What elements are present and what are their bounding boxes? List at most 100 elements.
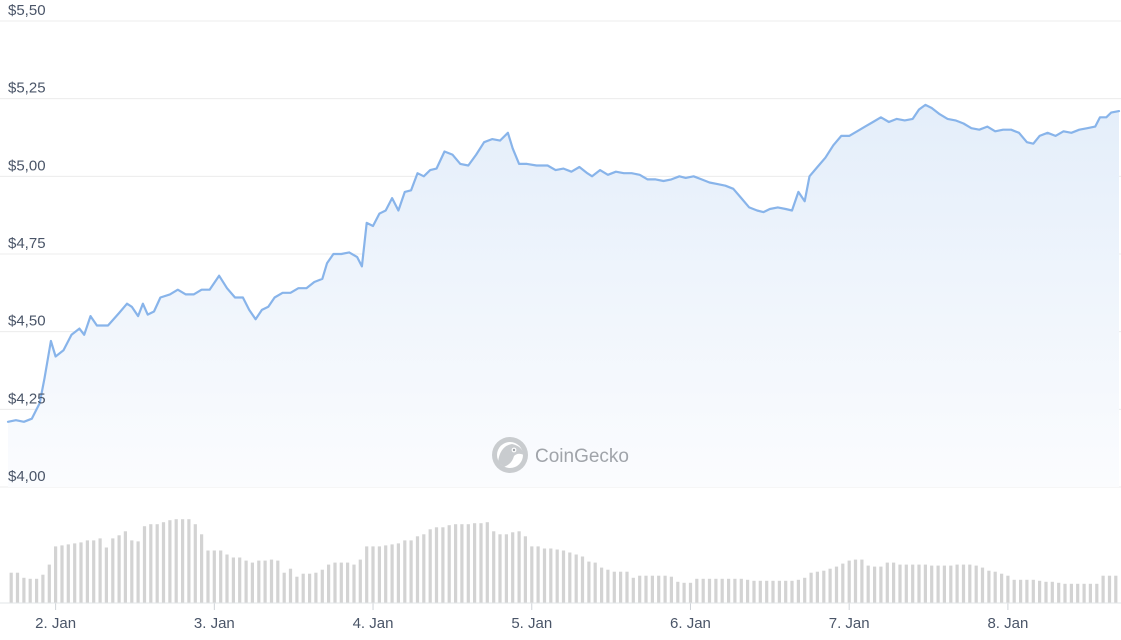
volume-bar <box>530 546 534 603</box>
volume-bar <box>377 546 381 603</box>
volume-bar <box>73 543 77 603</box>
volume-bar <box>187 519 191 603</box>
volume-bar <box>130 540 134 603</box>
volume-bar <box>504 534 508 603</box>
volume-bar <box>561 550 566 603</box>
volume-bar <box>765 580 769 603</box>
y-axis-labels: $4,00 $4,25 $4,50 $4,75 $5,00 $5,25 $5,50 <box>8 2 46 485</box>
volume-bar <box>85 540 89 603</box>
x-axis-labels: 2. Jan 3. Jan 4. Jan 5. Jan 6. Jan 7. Jan 8. J… <box>0 602 1121 632</box>
volume-bar <box>244 560 248 603</box>
volume-bar <box>841 563 845 603</box>
volume-bar <box>631 577 635 604</box>
volume-bar <box>930 565 934 603</box>
price-line <box>6 103 1121 423</box>
price-area-fill <box>8 104 1119 488</box>
volume-bar <box>1082 583 1086 603</box>
volume-bar <box>676 581 680 603</box>
volume-bar <box>454 524 458 603</box>
volume-bar <box>1019 579 1023 603</box>
volume-bar <box>346 562 350 603</box>
volume-bar <box>231 557 235 603</box>
volume-bar <box>460 524 464 603</box>
volume-bar <box>961 564 966 603</box>
volume-bar <box>295 576 299 603</box>
volume-bar <box>574 554 578 603</box>
price-area-layer <box>6 103 1121 488</box>
volume-bar <box>54 546 58 603</box>
volume-bar <box>777 580 781 603</box>
volume-bar <box>644 575 648 603</box>
volume-bar <box>568 552 572 603</box>
volume-bar <box>612 571 616 603</box>
volume-bar <box>511 532 515 603</box>
volume-bar <box>206 550 210 603</box>
volume-bar <box>904 564 908 603</box>
volume-bar <box>333 562 337 603</box>
volume-bar <box>790 580 794 603</box>
volume-bar <box>161 522 166 603</box>
volume-bar <box>155 524 159 603</box>
volume-bar <box>28 578 32 603</box>
volume-bar <box>79 542 83 603</box>
volume-bar <box>796 579 800 603</box>
volume-bar <box>587 561 591 603</box>
volume-bar <box>822 570 826 603</box>
volume-bar <box>288 568 293 603</box>
volume-bar <box>409 540 413 603</box>
volume-bar <box>942 565 946 603</box>
y-tick-label: $4,00 <box>8 468 46 485</box>
volume-bar <box>257 560 261 603</box>
volume-bar <box>47 564 51 603</box>
volume-bar <box>314 572 318 603</box>
volume-bar <box>390 544 394 603</box>
volume-bar <box>238 557 242 603</box>
volume-bar <box>1107 575 1112 603</box>
volume-bar <box>853 559 858 603</box>
volume-bar <box>219 550 223 603</box>
volume-bar <box>955 564 959 603</box>
y-tick-label: $4,25 <box>8 390 46 407</box>
volume-bar <box>580 556 585 603</box>
coingecko-watermark: CoinGecko <box>492 437 629 473</box>
volume-bar <box>669 576 673 603</box>
volume-bar <box>371 546 375 603</box>
volume-bar <box>866 565 870 603</box>
volume-bar <box>1076 583 1080 603</box>
y-tick-label: $5,00 <box>8 157 46 174</box>
volume-bar <box>276 560 280 603</box>
volume-bar <box>212 550 216 603</box>
volume-bar <box>269 559 274 603</box>
volume-bar <box>1012 579 1016 603</box>
volume-bar <box>422 534 426 603</box>
volume-bar <box>714 578 718 603</box>
volume-bar <box>339 562 343 603</box>
volume-bar <box>936 565 940 603</box>
volume-bar <box>403 540 407 603</box>
volume-bar <box>358 559 362 603</box>
volume-bar <box>847 560 851 603</box>
volume-bar <box>1044 581 1048 603</box>
volume-bar <box>60 545 64 603</box>
volume-bar <box>123 531 127 603</box>
volume-bar <box>758 580 762 603</box>
volume-bar <box>200 534 204 603</box>
y-tick-label: $4,75 <box>8 235 46 252</box>
volume-bar <box>301 573 305 603</box>
volume-bar <box>142 526 147 603</box>
volume-bar <box>1088 583 1092 603</box>
volume-bar <box>650 575 654 603</box>
volume-bar <box>542 548 547 603</box>
volume-bar <box>1038 580 1042 603</box>
volume-bar <box>771 580 775 603</box>
volume-bar <box>320 569 324 603</box>
volume-bar <box>536 546 540 603</box>
volume-bar <box>663 575 667 603</box>
volume-bar <box>479 523 483 603</box>
volume-bar <box>149 524 153 603</box>
volume-bar <box>968 564 972 603</box>
volume-bar <box>352 564 356 603</box>
volume-bar <box>911 564 915 603</box>
volume-bar <box>1006 575 1010 603</box>
